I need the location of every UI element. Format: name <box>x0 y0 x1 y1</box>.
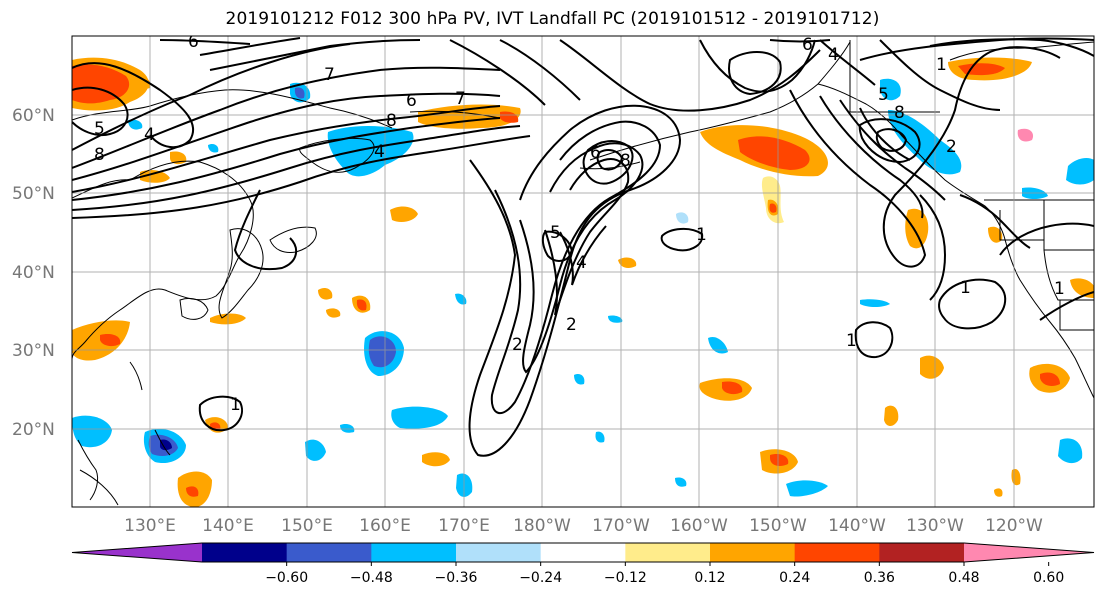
contour-label: 6 <box>802 35 813 55</box>
lon-label: 140°W <box>828 516 886 536</box>
colorbar-tick-label: −0.60 <box>265 570 308 586</box>
lat-label: 40°N <box>12 263 55 283</box>
colorbar-swatch <box>625 543 711 562</box>
contour-label: 1 <box>230 395 241 415</box>
lon-label: 130°W <box>906 516 964 536</box>
colorbar-swatch <box>710 543 796 562</box>
map-title: 2019101212 F012 300 hPa PV, IVT Landfall… <box>225 9 880 29</box>
colorbar-swatch <box>540 543 626 562</box>
lon-label: 160°E <box>359 516 411 536</box>
lon-label: 170°E <box>438 516 490 536</box>
lat-label: 20°N <box>12 420 55 440</box>
contour-label: 1 <box>960 278 971 298</box>
colorbar-tick-label: −0.24 <box>519 570 562 586</box>
colorbar-swatch <box>794 543 880 562</box>
contour-label: 1 <box>846 331 857 351</box>
contour-label: 8 <box>94 145 105 165</box>
contour-label: 7 <box>455 89 466 109</box>
colorbar-swatch <box>286 543 372 562</box>
contour-label: 2 <box>512 335 523 355</box>
contour-labels: 5 4 6 7 8 6 7 8 4 5 2 4 6 8 2 1 1 1 1 5 … <box>94 32 1065 415</box>
latitude-labels: 60°N 50°N 40°N 30°N 20°N <box>12 106 55 440</box>
lat-label: 50°N <box>12 184 55 204</box>
colorbar-swatch <box>371 543 457 562</box>
longitude-labels: 130°E 140°E 150°E 160°E 170°E 180°W 170°… <box>124 516 1043 536</box>
colorbar-tick-label: −0.36 <box>435 570 478 586</box>
lon-label: 130°E <box>124 516 176 536</box>
contour-label: 8 <box>620 151 631 171</box>
colorbar-swatch <box>456 543 542 562</box>
contour-label: 6 <box>188 32 199 52</box>
contour-label: 4 <box>828 45 839 65</box>
contour-label: 5 <box>94 119 105 139</box>
lat-label: 60°N <box>12 106 55 126</box>
lon-label: 170°W <box>592 516 650 536</box>
contour-label: 5 <box>550 223 561 243</box>
ivt-contours <box>72 37 1094 457</box>
colorbar-tick-label: 0.12 <box>694 570 725 586</box>
colorbar-outline <box>71 542 1095 563</box>
contour-label: 8 <box>386 111 397 131</box>
colorbar-swatch <box>879 543 965 562</box>
lon-label: 120°W <box>985 516 1043 536</box>
graticule <box>72 36 1094 507</box>
lon-label: 180°W <box>513 516 571 536</box>
colorbar-tick-label: −0.12 <box>604 570 647 586</box>
lon-label: 140°E <box>202 516 254 536</box>
contour-label: 2 <box>566 315 577 335</box>
lon-label: 160°W <box>670 516 728 536</box>
contour-label: 6 <box>406 91 417 111</box>
contour-label: 6 <box>590 143 601 163</box>
contour-label: 8 <box>894 103 905 123</box>
colorbar-tick-label: 0.48 <box>948 570 979 586</box>
lon-label: 150°W <box>749 516 807 536</box>
colorbar-tick-label: −0.48 <box>350 570 393 586</box>
colorbar-tick-label: 0.36 <box>864 570 895 586</box>
lat-label: 30°N <box>12 341 55 361</box>
colorbar-tick-label: 0.60 <box>1033 570 1064 586</box>
lon-label: 150°E <box>281 516 333 536</box>
contour-label: 1 <box>1054 279 1065 299</box>
contour-label: 1 <box>936 55 947 75</box>
colorbar-extend-left <box>72 543 202 562</box>
contour-label: 4 <box>144 125 155 145</box>
pv-positive-anomalies <box>72 57 1094 507</box>
colorbar-swatch <box>202 543 288 562</box>
colorbar-tick-label: 0.24 <box>779 570 810 586</box>
contour-label: 1 <box>696 225 707 245</box>
contour-label: 7 <box>324 65 335 85</box>
contour-label: 2 <box>946 137 957 157</box>
colorbar: −0.60 −0.48 −0.36 −0.24 −0.12 0.12 0.24 0.36 0.4… <box>71 542 1095 586</box>
colorbar-extend-right <box>964 543 1094 562</box>
map-frame <box>71 35 1095 508</box>
contour-label: 4 <box>374 142 385 162</box>
contour-label: 4 <box>576 253 587 273</box>
contour-label: 5 <box>878 85 889 105</box>
